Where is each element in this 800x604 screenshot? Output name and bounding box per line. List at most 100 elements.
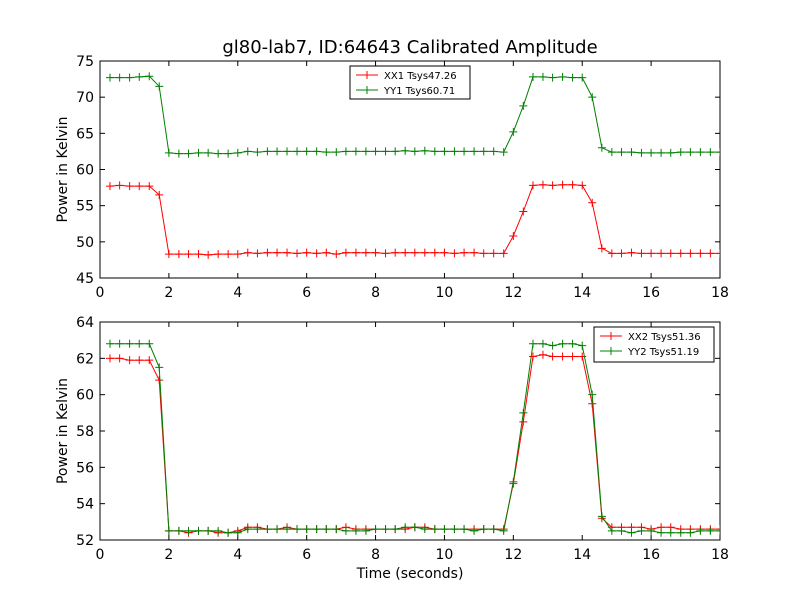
data-point-marker [509,477,518,486]
legend-marker [607,332,615,340]
x-tick-label: 16 [642,285,660,301]
x-tick-label: 4 [233,547,242,563]
data-point-marker [273,525,282,534]
data-point-marker [105,182,114,191]
data-point-marker [696,249,705,258]
y-tick-label: 45 [76,271,94,287]
data-point-marker [420,248,429,257]
data-point-marker [302,147,311,156]
data-point-marker [410,248,419,257]
data-point-marker [115,181,124,190]
data-point-marker [233,528,242,537]
data-point-marker [184,149,193,158]
data-point-marker [450,525,459,534]
data-point-marker [273,248,282,257]
data-point-marker [115,73,124,82]
data-point-marker [578,341,587,350]
data-point-marker [706,148,715,157]
data-point-marker [528,181,537,190]
data-point-marker [558,180,567,189]
data-point-marker [263,525,272,534]
data-point-marker [479,525,488,534]
data-point-marker [322,248,331,257]
data-point-marker [558,352,567,361]
data-point-marker [155,363,164,372]
data-point-marker [105,354,114,363]
data-point-marker [391,525,400,534]
data-point-marker [597,244,606,253]
data-point-marker [647,526,656,535]
data-point-marker [716,148,720,157]
x-tick-label: 4 [233,285,242,301]
data-point-marker [647,249,656,258]
y-tick-label: 60 [76,163,94,179]
data-point-marker [460,525,469,534]
data-point-marker [125,339,134,348]
data-point-marker [135,182,144,191]
data-point-marker [105,339,114,348]
data-point-marker [627,148,636,157]
series-1 [105,350,720,537]
data-point-marker [617,148,626,157]
data-point-marker [430,248,439,257]
data-point-marker [312,249,321,258]
data-point-marker [341,248,350,257]
data-point-marker [361,526,370,535]
data-point-marker [440,147,449,156]
data-point-marker [696,148,705,157]
x-tick-label: 18 [711,285,729,301]
data-point-marker [332,148,341,157]
chart-legend: XX1 Tsys47.26 YY1 Tsys60.71 [349,65,471,100]
data-point-marker [253,249,262,258]
data-point-marker [155,190,164,199]
data-point-marker [115,354,124,363]
data-point-marker [381,249,390,258]
data-point-marker [135,356,144,365]
data-point-marker [676,148,685,157]
data-point-marker [135,339,144,348]
series-2 [105,72,720,158]
data-point-marker [528,352,537,361]
data-point-marker [155,82,164,91]
data-point-marker [302,525,311,534]
data-point-marker [283,525,292,534]
data-point-marker [558,72,567,81]
data-point-marker [548,181,557,190]
data-point-marker [607,148,616,157]
data-point-marker [125,73,134,82]
data-point-marker [666,249,675,258]
data-point-marker [243,248,252,257]
data-point-marker [174,149,183,158]
data-point-marker [568,339,577,348]
data-point-marker [538,72,547,81]
data-point-marker [538,339,547,348]
data-point-marker [470,526,479,535]
data-point-marker [470,248,479,257]
y-tick-label: 56 [76,460,94,476]
data-point-marker [696,526,705,535]
x-tick-label: 12 [504,285,522,301]
data-point-marker [440,248,449,257]
y-axis-label: Power in Kelvin [55,116,71,222]
data-point-marker [125,356,134,365]
y-tick-label: 55 [76,199,94,215]
data-point-marker [273,147,282,156]
data-point-marker [283,147,292,156]
data-point-marker [548,341,557,350]
data-point-marker [489,249,498,258]
y-tick-label: 52 [76,533,94,549]
y-tick-label: 64 [76,315,94,331]
data-point-marker [440,525,449,534]
data-point-marker [568,180,577,189]
data-point-marker [489,525,498,534]
y-tick-label: 58 [76,424,94,440]
data-point-marker [627,528,636,537]
x-tick-label: 2 [164,285,173,301]
data-point-marker [164,250,173,259]
data-point-marker [528,72,537,81]
series-1 [105,180,720,259]
data-point-marker [519,207,528,216]
y-tick-label: 62 [76,351,94,367]
data-point-marker [145,339,154,348]
